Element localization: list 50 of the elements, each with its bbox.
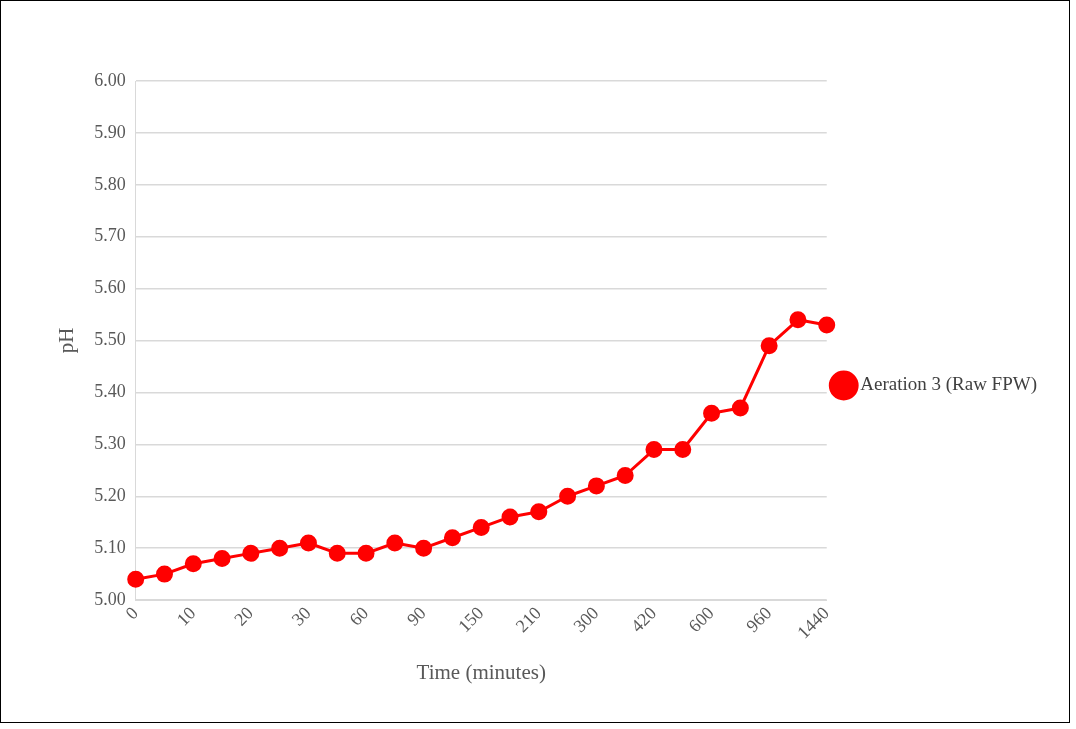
x-tick-label: 20 <box>230 602 258 630</box>
point <box>184 555 202 573</box>
y-tick-label: 5.50 <box>94 329 126 350</box>
y-axis-title: pH <box>54 327 79 354</box>
y-tick-label: 5.40 <box>94 381 126 402</box>
point <box>818 316 836 334</box>
point <box>616 466 634 484</box>
point <box>789 311 807 329</box>
y-tick-label: 5.60 <box>94 277 126 298</box>
y-tick-label: 6.00 <box>94 69 126 90</box>
point <box>299 534 317 552</box>
point <box>386 534 404 552</box>
x-tick-label: 10 <box>172 602 200 630</box>
point <box>443 529 461 547</box>
point <box>501 508 519 526</box>
y-tick-label: 5.90 <box>94 121 126 142</box>
y-tick-label: 5.10 <box>94 536 126 557</box>
point <box>357 544 375 562</box>
y-tick-label: 5.00 <box>94 588 126 609</box>
x-tick-label: 90 <box>402 602 430 630</box>
point <box>587 477 605 495</box>
point <box>703 404 721 422</box>
y-tick-label: 5.80 <box>94 173 126 194</box>
point <box>731 399 749 417</box>
point <box>328 544 346 562</box>
x-tick-label: 60 <box>345 602 373 630</box>
x-tick-label: 30 <box>287 602 315 630</box>
point <box>472 518 490 536</box>
x-tick-label: 960 <box>742 602 776 636</box>
point <box>213 550 231 568</box>
point <box>559 487 577 505</box>
x-axis-title: Time (minutes) <box>416 659 546 684</box>
point <box>415 539 433 557</box>
x-tick-label: 600 <box>684 602 718 636</box>
point <box>760 337 778 355</box>
y-tick-label: 5.30 <box>94 433 126 454</box>
point <box>530 503 548 521</box>
x-tick-label: 420 <box>626 602 661 636</box>
x-tick-label: 300 <box>569 602 603 636</box>
point <box>127 570 145 588</box>
legend-label: Aeration 3 (Raw FPW) <box>860 373 1038 396</box>
y-tick-label: 5.20 <box>94 484 126 505</box>
point <box>674 441 692 459</box>
x-tick-label: 150 <box>454 602 488 636</box>
point <box>645 441 663 459</box>
point <box>271 539 289 557</box>
x-tick-label: 210 <box>511 602 545 636</box>
point <box>155 565 173 583</box>
point <box>242 544 260 562</box>
y-tick-label: 5.70 <box>94 225 126 246</box>
